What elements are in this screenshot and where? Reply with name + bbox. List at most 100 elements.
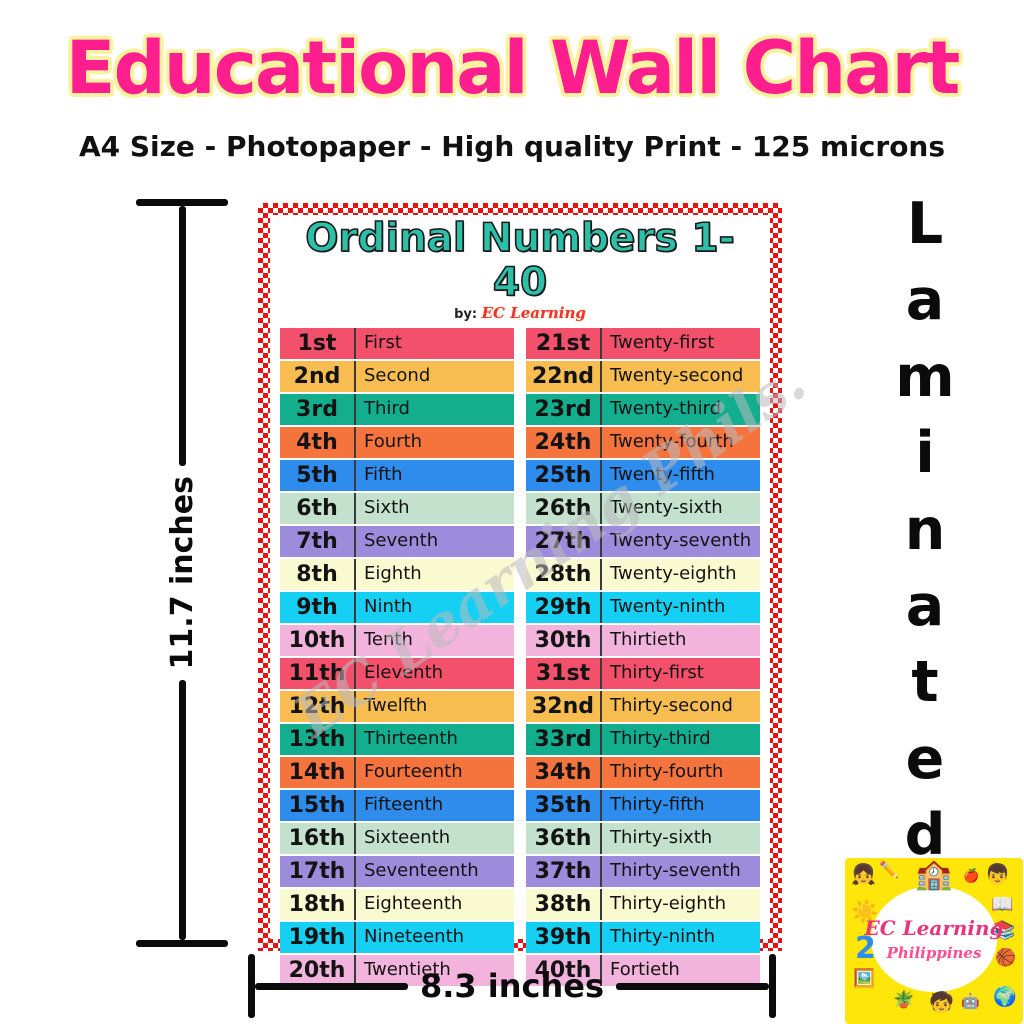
wall-chart-poster: Ordinal Numbers 1-40 by: EC Learning 1st…: [258, 203, 818, 986]
table-row: 30th Thirtieth: [526, 625, 760, 656]
ordinal-word-cell: Twenty-second: [600, 361, 760, 392]
ordinal-word-cell: Thirtieth: [600, 625, 760, 656]
table-row: 34th Thirty-fourth: [526, 757, 760, 788]
school-icon: 🏫: [915, 858, 953, 892]
laminated-letter: t: [911, 649, 939, 716]
ordinal-word-cell: Twenty-seventh: [600, 526, 760, 557]
ordinal-cell: 4th: [296, 430, 338, 455]
dimension-segment: [255, 982, 408, 990]
poster-byline: by: EC Learning: [280, 305, 760, 323]
ordinal-word-cell: Twentieth: [354, 955, 514, 986]
kid-painting-icon: 🧒: [929, 990, 954, 1014]
ordinal-cell: 37th: [534, 859, 592, 884]
ordinal-cell: 17th: [288, 859, 346, 884]
ordinal-word-cell: Twelfth: [354, 691, 514, 722]
globe-icon: 🌍: [993, 986, 1017, 1008]
seller-logo: 👧 ✏️ 🏫 🍎 👦 ☀️ 📖 2 📚 🏀 🖼️ 🪴 🧒 🤖 🌍 EC Learning Philippin…: [845, 858, 1023, 1024]
ordinal-word-cell: Twenty-fourth: [600, 427, 760, 458]
ordinal-cell: 23rd: [534, 397, 592, 422]
robot-icon: 🤖: [961, 992, 980, 1010]
dimension-cap-top: [136, 199, 228, 206]
open-book-icon: 📖: [991, 894, 1014, 915]
ordinal-cell: 15th: [288, 793, 346, 818]
height-dimension-label: 11.7 inches: [164, 476, 200, 670]
ordinal-word-cell: Eleventh: [354, 658, 514, 689]
boy-icon: 👦: [985, 862, 1010, 886]
basketball-icon: 🏀: [995, 948, 1017, 968]
ordinal-cell: 1st: [297, 331, 337, 356]
ordinal-word-cell: Thirty-fifth: [600, 790, 760, 821]
ordinal-cell: 19th: [288, 925, 346, 950]
number-2-icon: 2: [855, 931, 876, 966]
ordinal-cell: 2nd: [293, 364, 341, 389]
ordinal-word-cell: Seventeenth: [354, 856, 514, 887]
ordinal-word-cell: Twenty-ninth: [600, 592, 760, 623]
table-row: 23rd Twenty-third: [526, 394, 760, 425]
table-row: 16th Sixteenth: [280, 823, 514, 854]
table-row: 2nd Second: [280, 361, 514, 392]
ordinal-cell: 7th: [296, 529, 338, 554]
laminated-letter: a: [905, 267, 945, 334]
poster-inner: Ordinal Numbers 1-40 by: EC Learning 1st…: [270, 215, 818, 986]
ordinal-word-cell: Fifteenth: [354, 790, 514, 821]
laminated-letter: n: [904, 496, 946, 563]
table-row: 29th Twenty-ninth: [526, 592, 760, 623]
ordinal-word-cell: Tenth: [354, 625, 514, 656]
table-row: 8th Eighth: [280, 559, 514, 590]
table-row: 35th Thirty-fifth: [526, 790, 760, 821]
ordinal-cell: 12th: [288, 694, 346, 719]
table-row: 38th Thirty-eighth: [526, 889, 760, 920]
ordinal-cell: 34th: [534, 760, 592, 785]
table-row: 33rd Thirty-third: [526, 724, 760, 755]
sun-icon: ☀️: [851, 900, 879, 925]
table-row: 27th Twenty-seventh: [526, 526, 760, 557]
laminated-letter: d: [904, 802, 946, 868]
ordinal-word-cell: Second: [354, 361, 514, 392]
table-row: 3rd Third: [280, 394, 514, 425]
table-row: 14th Fourteenth: [280, 757, 514, 788]
logo-name: EC Learning: [864, 916, 1004, 940]
ordinal-cell: 18th: [288, 892, 346, 917]
ordinal-word-cell: Twenty-eighth: [600, 559, 760, 590]
ordinal-word-cell: Twenty-fifth: [600, 460, 760, 491]
table-row: 22nd Twenty-second: [526, 361, 760, 392]
ordinal-cell: 20th: [288, 958, 346, 983]
ordinal-word-cell: Ninth: [354, 592, 514, 623]
ordinal-cell: 29th: [534, 595, 592, 620]
ordinal-word-cell: Thirty-ninth: [600, 922, 760, 953]
byline-prefix: by:: [454, 307, 478, 322]
dimension-cap-bottom: [136, 940, 228, 948]
dimension-segment: [616, 982, 770, 990]
width-dimension-line: 8.3 inches: [248, 954, 777, 1018]
ordinal-cell: 3rd: [296, 397, 338, 422]
width-dimension-label: 8.3 inches: [419, 967, 605, 1005]
laminated-letter: m: [895, 343, 955, 410]
laminated-letter: L: [906, 191, 944, 257]
ordinal-cell: 27th: [534, 529, 592, 554]
ordinal-word-cell: Fourth: [354, 427, 514, 458]
ordinal-cell: 13th: [288, 727, 346, 752]
ordinal-cell: 22nd: [531, 364, 595, 389]
table-row: 1st First: [280, 328, 514, 359]
table-row: 28th Twenty-eighth: [526, 559, 760, 590]
ordinal-cell: 16th: [288, 826, 346, 851]
table-row: 11th Eleventh: [280, 658, 514, 689]
table-row: 19th Nineteenth: [280, 922, 514, 953]
ordinal-word-cell: Fifth: [354, 460, 514, 491]
ordinal-word-cell: Thirty-sixth: [600, 823, 760, 854]
ordinal-word-cell: Eighth: [354, 559, 514, 590]
ordinal-word-cell: Seventh: [354, 526, 514, 557]
ordinal-word-cell: Thirty-third: [600, 724, 760, 755]
table-row: 40th Fortieth: [526, 955, 760, 986]
table-row: 37th Thirty-seventh: [526, 856, 760, 887]
ordinal-word-cell: Thirty-fourth: [600, 757, 760, 788]
ordinal-cell: 14th: [288, 760, 346, 785]
ordinal-cell: 21st: [535, 331, 591, 356]
ordinal-cell: 5th: [296, 463, 338, 488]
table-row: 4th Fourth: [280, 427, 514, 458]
dimension-cap-left: [248, 954, 255, 1018]
ordinal-cell: 39th: [534, 925, 592, 950]
plant-icon: 🪴: [893, 990, 915, 1010]
ordinal-word-cell: Thirty-seventh: [600, 856, 760, 887]
